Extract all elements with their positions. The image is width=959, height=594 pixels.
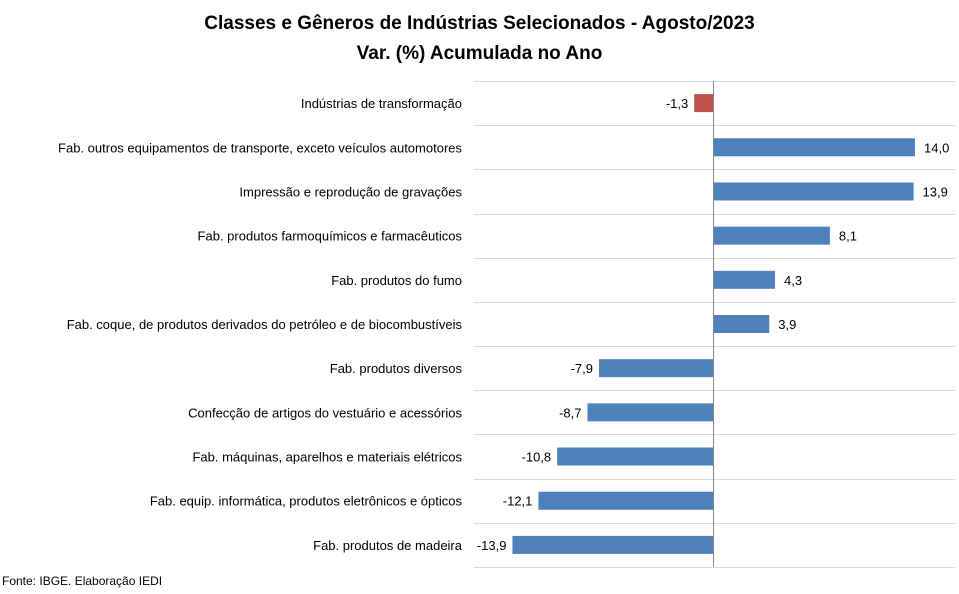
bar (713, 138, 915, 157)
chart-title: Classes e Gêneros de Indústrias Selecion… (204, 13, 755, 34)
bar (557, 447, 713, 466)
bar (713, 182, 914, 201)
data-label: -1,3 (666, 96, 688, 111)
data-label: 8,1 (839, 229, 857, 244)
data-label: -7,9 (571, 361, 593, 376)
data-label: 3,9 (778, 317, 796, 332)
category-label: Fab. coque, de produtos derivados do pet… (67, 317, 463, 332)
bar (587, 403, 713, 422)
bar (694, 94, 713, 113)
source-note: Fonte: IBGE. Elaboração IEDI (2, 574, 163, 588)
data-label: 13,9 (923, 184, 948, 199)
data-label: -8,7 (559, 405, 581, 420)
category-label: Fab. produtos de madeira (313, 538, 463, 553)
data-label: 4,3 (784, 273, 802, 288)
category-label: Fab. produtos do fumo (331, 273, 462, 288)
data-label: 14,0 (924, 140, 949, 155)
bar (713, 226, 830, 245)
category-label: Fab. equip. informática, produtos eletrô… (150, 494, 463, 509)
category-label: Fab. outros equipamentos de transporte, … (58, 140, 462, 155)
bar (538, 491, 713, 510)
bar (713, 270, 776, 289)
bar (713, 315, 770, 333)
data-label: -13,9 (477, 538, 507, 553)
category-label: Impressão e reprodução de gravações (239, 184, 462, 199)
data-label: -12,1 (503, 494, 533, 509)
category-label: Indústrias de transformação (301, 96, 462, 111)
bar (599, 359, 713, 378)
bar (512, 535, 713, 554)
data-label: -10,8 (522, 450, 552, 465)
category-label: Fab. produtos diversos (330, 361, 463, 376)
category-label: Fab. produtos farmoquímicos e farmacêuti… (198, 229, 463, 244)
category-label: Confecção de artigos do vestuário e aces… (188, 405, 462, 420)
chart-subtitle: Var. (%) Acumulada no Ano (356, 43, 603, 64)
category-label: Fab. máquinas, aparelhos e materiais elé… (192, 450, 462, 465)
